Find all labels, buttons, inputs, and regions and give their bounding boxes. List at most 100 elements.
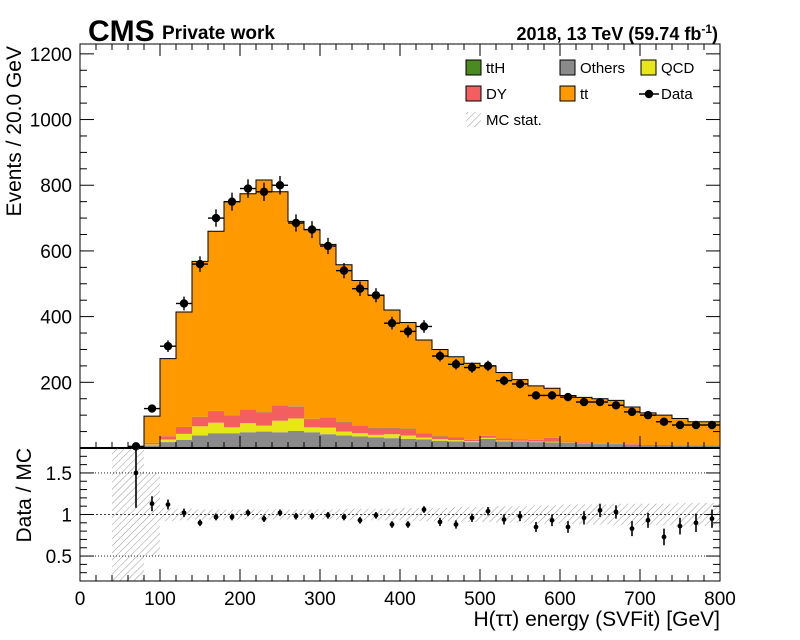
bar-qcd [272,420,288,433]
bar-qcd [480,437,496,439]
bar-dy [256,412,272,426]
x-axis-title: H(ττ) energy (SVFit) [GeV] [474,608,720,631]
bar-others [336,435,352,448]
data-point [499,376,509,385]
bar-others [624,444,640,448]
bar-dy [160,436,176,440]
ratio-tick-label: 0.5 [46,547,72,568]
bar-dy [240,409,256,424]
bar-others [272,432,288,448]
bar-qcd [400,435,416,439]
legend-swatch [465,59,482,76]
bar-dy [368,428,384,435]
bar-dy [384,428,400,435]
bar-others [512,441,528,448]
bar-others [432,440,448,448]
data-point [435,351,445,361]
ratio-point [485,508,491,514]
bar-dy [480,435,496,438]
ratio-point [245,510,251,516]
ratio-point [357,517,363,523]
bar-qcd [304,427,320,433]
bar-qcd [384,434,400,439]
series-tth [176,405,448,437]
ratio-point [661,534,667,540]
bar-others [656,445,672,448]
bar-qcd [320,427,336,435]
bar-tt [336,264,352,423]
data-point [515,379,525,389]
bar-tt [288,221,304,407]
ratio-point [549,517,555,523]
bar-dy [176,427,192,434]
series-tt [144,179,720,446]
bar-tt [176,312,192,427]
bar-tt [576,397,592,443]
bar-dy [416,433,432,438]
data-point [339,266,349,275]
bar-tt [144,416,160,443]
data-point [643,410,653,420]
bar-tt [624,406,640,445]
bar-tt [320,244,336,418]
bar-dy [192,417,208,427]
bar-qcd [336,431,352,436]
data-point [691,420,701,430]
data-point [307,225,317,234]
data-point [451,360,461,369]
bar-dy [224,415,240,428]
bar-others [352,436,368,448]
ratio-point [565,524,571,530]
bar-others [592,444,608,448]
ratio-point [709,516,715,522]
bar-others [240,432,256,448]
legend-entry-mc-stat-: MC stat. [466,112,542,129]
legend-swatch [640,59,657,76]
bar-others [256,431,272,448]
ratio-point [197,520,203,526]
data-point [147,404,157,413]
bar-qcd [240,423,256,433]
bar-qcd [496,440,512,442]
data-point [259,187,269,197]
ratio-point [517,513,523,519]
top-panel: 200 400 600 800 1000 1200 [30,43,721,451]
bar-others [496,441,512,448]
bar-dy [336,422,352,432]
bar-qcd [448,440,464,442]
ratio-tick-label: 1 [61,506,72,527]
bar-others [672,445,688,448]
ratio-point [677,523,683,529]
data-point [547,391,557,400]
legend-swatch [559,85,576,102]
data-point [371,291,381,300]
bar-dy [400,428,416,436]
ratio-point [437,519,443,525]
ratio-point [213,514,219,520]
bar-dy [560,441,576,443]
bar-tt [240,193,256,410]
bar-tt [160,358,176,437]
bar-tt [416,339,432,434]
bar-tt [432,349,448,437]
legend-label: Data [661,86,693,103]
bar-others [224,433,240,448]
ratio-point [629,526,635,532]
x-tick-label: 600 [544,589,576,610]
bar-qcd [208,422,224,434]
ratio-point [261,516,267,522]
data-point [467,363,477,372]
x-tick-label: 700 [624,589,656,610]
ratio-point [597,507,603,513]
data-point [531,391,541,400]
ratio-point [181,510,187,516]
cms-label: CMS [88,15,155,48]
bar-qcd [352,433,368,437]
bar-tt [208,231,224,411]
data-point [227,197,237,206]
data-point [419,322,429,331]
bar-dy [320,417,336,428]
data-point [195,259,205,269]
bar-tt [192,261,208,417]
bar-others [384,438,400,448]
